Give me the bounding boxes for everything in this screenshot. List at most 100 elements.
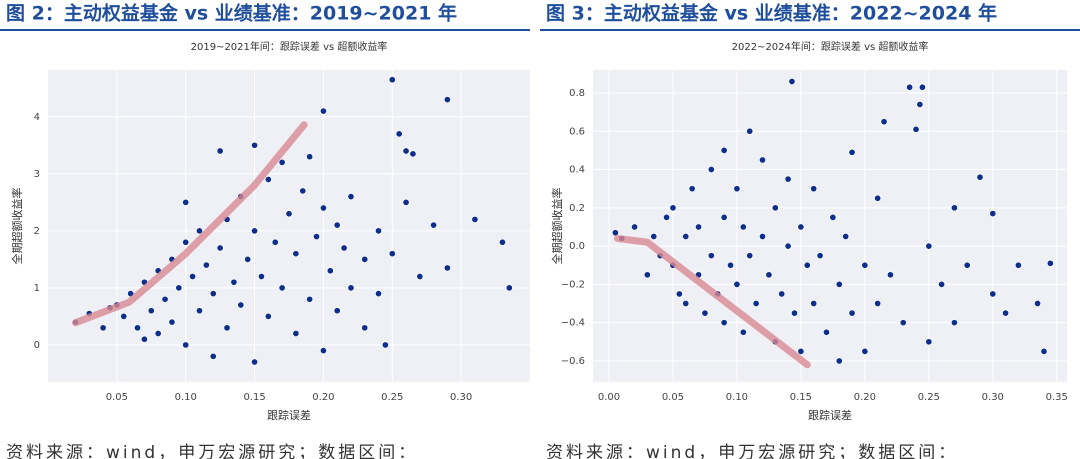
x-tick-label: 0.05 <box>106 392 128 403</box>
x-axis-label: 跟踪误差 <box>808 408 852 422</box>
scatter-point <box>765 271 773 279</box>
scatter-point <box>347 284 355 292</box>
scatter-point <box>803 261 811 269</box>
scatter-point <box>402 147 410 155</box>
x-tick-label: 0.25 <box>381 392 403 403</box>
scatter-point <box>340 244 348 252</box>
scatter-point <box>669 204 677 212</box>
scatter-point <box>752 299 760 308</box>
y-tick-label: 1 <box>34 283 40 294</box>
scatter-point <box>195 307 204 315</box>
scatter-point <box>292 329 300 338</box>
scatter-point <box>822 328 831 336</box>
scatter-point <box>835 357 843 365</box>
scatter-point <box>912 125 920 133</box>
scatter-point <box>244 255 252 263</box>
scatter-point <box>216 244 224 252</box>
scatter-point <box>395 130 403 138</box>
scatter-point <box>251 141 259 149</box>
figure-title: 图 2：主动权益基金 vs 业绩基准：2019~2021 年 <box>6 2 457 25</box>
x-tick-label: 0.10 <box>175 392 197 403</box>
scatter-point <box>182 238 190 246</box>
y-tick-label: 0.0 <box>569 241 585 252</box>
scatter-point <box>886 271 894 279</box>
scatter-point <box>285 210 293 218</box>
y-tick-label: 3 <box>34 169 40 180</box>
scatter-point <box>739 223 747 231</box>
scatter-point <box>306 295 314 303</box>
scatter-point <box>278 284 286 292</box>
chart-title: 2019~2021年间：跟踪误差 vs 超额收益率 <box>191 40 388 53</box>
scatter-point <box>347 193 355 201</box>
scatter-point <box>810 299 818 308</box>
y-tick-label: 0.8 <box>569 88 585 99</box>
scatter-point <box>1046 259 1054 267</box>
y-tick-label: 0 <box>34 340 40 351</box>
scatter-point <box>720 213 728 221</box>
scatter-point <box>168 318 176 326</box>
scatter-point <box>99 324 107 332</box>
scatter-point <box>271 238 279 246</box>
scatter-point <box>154 329 162 338</box>
scatter-point <box>694 223 703 231</box>
scatter-point <box>409 150 417 158</box>
scatter-point <box>209 290 217 298</box>
scatter-point <box>381 341 389 349</box>
x-tick-label: 0.15 <box>790 392 812 403</box>
scatter-point <box>1002 309 1010 317</box>
x-tick-label: 0.25 <box>918 392 940 403</box>
scatter-point <box>707 165 715 174</box>
source-note: 资料来源：wind，申万宏源研究；数据区间： <box>546 443 958 459</box>
scatter-point <box>880 118 888 126</box>
trend-line <box>614 234 811 369</box>
scatter-point <box>140 335 148 343</box>
scatter-point <box>175 284 183 292</box>
scatter-point <box>416 272 424 281</box>
scatter-point <box>430 221 438 229</box>
scatter-point <box>976 173 984 181</box>
scatter-point <box>251 227 259 235</box>
scatter-point <box>835 280 843 288</box>
scatter-point <box>797 223 805 231</box>
scatter-point <box>388 250 396 258</box>
scatter-point <box>388 76 396 84</box>
scatter-point <box>784 175 792 183</box>
x-tick-label: 0.30 <box>450 392 472 403</box>
scatter-point <box>848 309 856 317</box>
scatter-point <box>1040 347 1048 355</box>
scatter-point <box>631 223 639 231</box>
scatter-point <box>120 312 128 320</box>
scatter-point <box>505 284 513 292</box>
scatter-point <box>319 107 327 115</box>
scatter-point <box>899 319 907 327</box>
scatter-point <box>251 358 259 366</box>
scatter-point <box>906 83 914 91</box>
y-tick-label: −0.2 <box>561 279 585 290</box>
scatter-point <box>133 324 142 332</box>
scatter-point <box>746 252 754 260</box>
scatter-point <box>720 146 728 154</box>
scatter-point <box>707 252 715 260</box>
scatter-point <box>771 204 779 212</box>
scatter-point <box>842 232 850 241</box>
x-tick-label: 0.05 <box>662 392 684 403</box>
scatter-point <box>758 156 767 164</box>
scatter-point <box>374 290 383 298</box>
scatter-point <box>333 221 341 229</box>
scatter-point <box>758 232 767 241</box>
scatter-point <box>790 309 799 317</box>
scatter-point <box>682 299 690 308</box>
scatter-point <box>216 147 224 155</box>
x-axis-label: 跟踪误差 <box>267 408 311 422</box>
plot-background <box>48 70 530 382</box>
scatter-point <box>209 352 217 360</box>
y-tick-label: −0.6 <box>561 356 585 367</box>
chart-title: 2022~2024年间：跟踪误差 vs 超额收益率 <box>732 40 929 53</box>
x-tick-label: 0.10 <box>726 392 748 403</box>
scatter-point <box>278 158 286 166</box>
scatter-point <box>333 307 341 315</box>
scatter-point <box>778 290 786 298</box>
scatter-point <box>848 148 856 156</box>
scatter-point <box>326 267 334 275</box>
scatter-point <box>701 309 709 317</box>
